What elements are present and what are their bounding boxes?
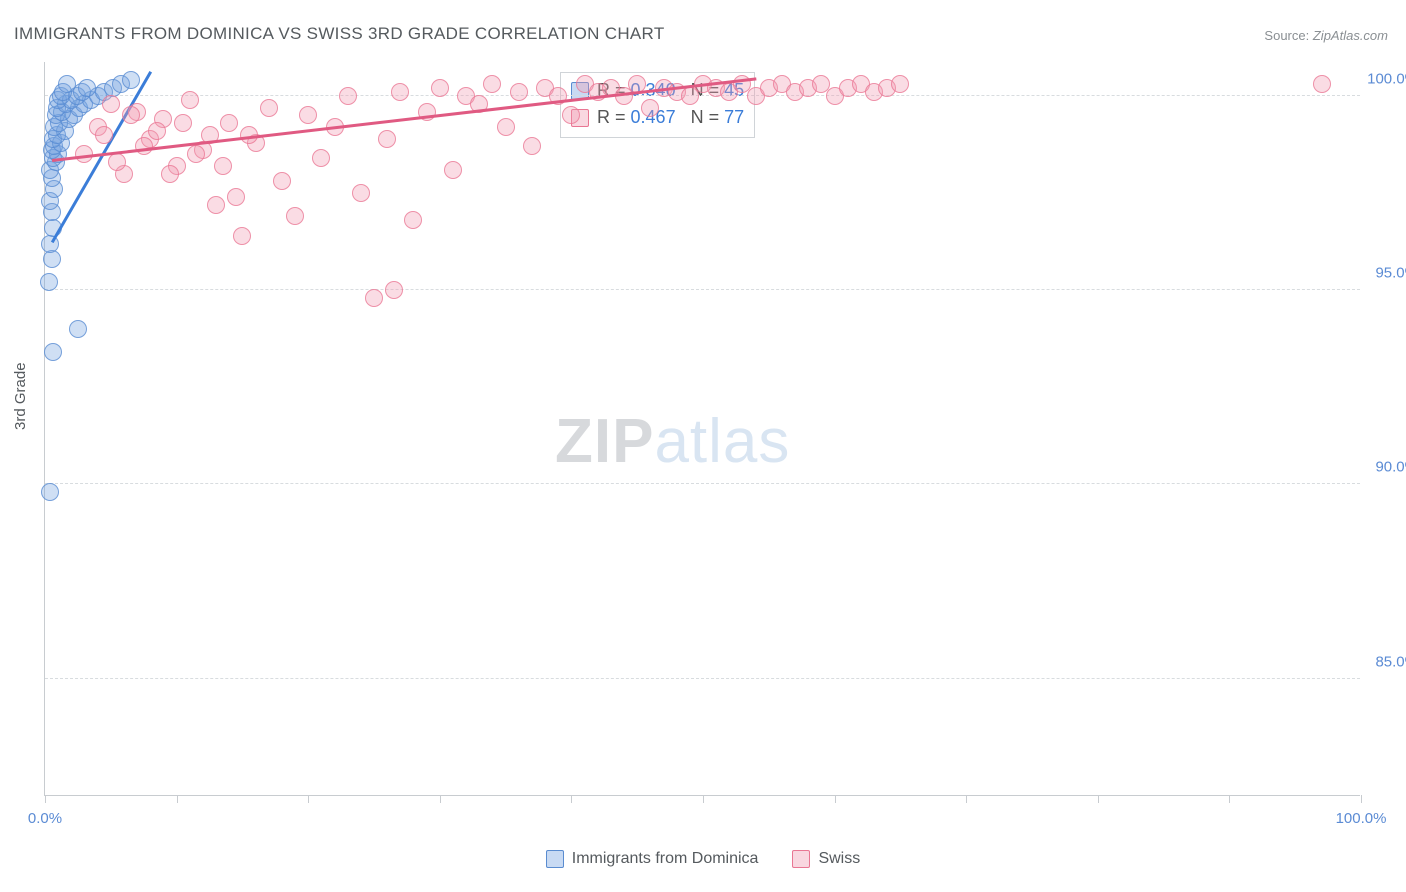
xtick-label: 100.0% xyxy=(1336,810,1387,827)
scatter-point xyxy=(444,161,462,179)
n-label: N = xyxy=(691,107,720,127)
scatter-point xyxy=(339,87,357,105)
scatter-point xyxy=(483,75,501,93)
watermark-zip: ZIP xyxy=(555,407,654,476)
source-value: ZipAtlas.com xyxy=(1313,28,1388,43)
scatter-point xyxy=(510,83,528,101)
scatter-point xyxy=(58,75,76,93)
legend-label-a: Immigrants from Dominica xyxy=(572,850,759,868)
gridline xyxy=(45,289,1360,290)
scatter-point xyxy=(391,83,409,101)
scatter-point xyxy=(43,250,61,268)
watermark: ZIPatlas xyxy=(555,406,790,477)
gridline xyxy=(45,95,1360,96)
xtick xyxy=(703,795,704,803)
scatter-point xyxy=(260,99,278,117)
scatter-point xyxy=(523,137,541,155)
scatter-point xyxy=(378,130,396,148)
scatter-point xyxy=(161,165,179,183)
legend-item-b: Swiss xyxy=(792,850,860,868)
xtick xyxy=(835,795,836,803)
source-attribution: Source: ZipAtlas.com xyxy=(1264,28,1388,43)
scatter-point xyxy=(102,95,120,113)
scatter-point xyxy=(122,71,140,89)
scatter-point xyxy=(207,196,225,214)
scatter-point xyxy=(108,153,126,171)
scatter-point xyxy=(148,122,166,140)
scatter-point xyxy=(220,114,238,132)
scatter-point xyxy=(187,145,205,163)
scatter-point xyxy=(562,106,580,124)
legend-label-b: Swiss xyxy=(818,850,860,868)
scatter-point xyxy=(78,79,96,97)
scatter-point xyxy=(233,227,251,245)
scatter-point xyxy=(497,118,515,136)
scatter-point xyxy=(641,99,659,117)
xtick xyxy=(1229,795,1230,803)
scatter-point xyxy=(431,79,449,97)
xtick xyxy=(45,795,46,803)
scatter-point xyxy=(385,281,403,299)
xtick xyxy=(177,795,178,803)
xtick xyxy=(571,795,572,803)
scatter-point xyxy=(312,149,330,167)
scatter-point xyxy=(286,207,304,225)
scatter-point xyxy=(181,91,199,109)
scatter-point xyxy=(299,106,317,124)
scatter-point xyxy=(122,106,140,124)
scatter-point xyxy=(44,343,62,361)
scatter-point xyxy=(174,114,192,132)
scatter-point xyxy=(40,273,58,291)
xtick xyxy=(1361,795,1362,803)
ytick-label: 95.0% xyxy=(1375,265,1406,282)
scatter-point xyxy=(273,172,291,190)
n-value-b: 77 xyxy=(724,107,744,127)
ytick-label: 90.0% xyxy=(1375,459,1406,476)
scatter-point xyxy=(41,483,59,501)
ytick-label: 85.0% xyxy=(1375,653,1406,670)
scatter-point xyxy=(214,157,232,175)
scatter-point xyxy=(404,211,422,229)
watermark-atlas: atlas xyxy=(654,407,790,476)
plot-area: ZIPatlas R = 0.340 N = 45 R = 0.467 N = … xyxy=(44,62,1360,796)
legend-item-a: Immigrants from Dominica xyxy=(546,850,759,868)
scatter-point xyxy=(41,235,59,253)
series-legend: Immigrants from Dominica Swiss xyxy=(0,850,1406,868)
scatter-point xyxy=(69,320,87,338)
scatter-point xyxy=(1313,75,1331,93)
xtick xyxy=(308,795,309,803)
gridline xyxy=(45,678,1360,679)
scatter-point xyxy=(135,137,153,155)
xtick xyxy=(1098,795,1099,803)
legend-swatch-icon xyxy=(546,850,564,868)
scatter-point xyxy=(365,289,383,307)
source-label: Source: xyxy=(1264,28,1309,43)
scatter-point xyxy=(227,188,245,206)
xtick xyxy=(966,795,967,803)
scatter-point xyxy=(891,75,909,93)
legend-text-b: R = 0.467 N = 77 xyxy=(597,104,744,131)
y-axis-label: 3rd Grade xyxy=(12,362,29,430)
r-label: R = xyxy=(597,107,626,127)
chart-title: IMMIGRANTS FROM DOMINICA VS SWISS 3RD GR… xyxy=(14,24,665,44)
ytick-label: 100.0% xyxy=(1367,70,1406,87)
gridline xyxy=(45,483,1360,484)
scatter-point xyxy=(352,184,370,202)
scatter-point xyxy=(95,126,113,144)
xtick xyxy=(440,795,441,803)
legend-swatch-icon xyxy=(792,850,810,868)
xtick-label: 0.0% xyxy=(28,810,62,827)
